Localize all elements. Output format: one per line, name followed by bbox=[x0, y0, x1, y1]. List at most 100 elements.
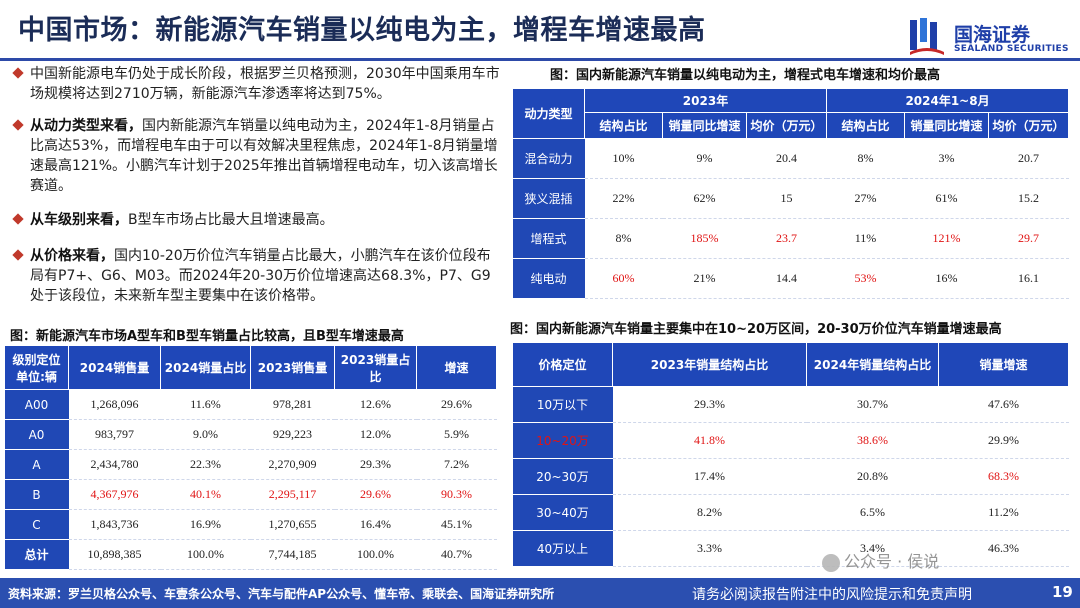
table-row: A0 983,797 9.0% 929,223 12.0% 5.9% bbox=[4, 419, 497, 450]
table-row: 纯电动 60% 21% 14.4 53% 16% 16.1 bbox=[512, 258, 1069, 299]
bullet-text: 中国新能源电车仍处于成长阶段，根据罗兰贝格预测，2030年中国乘用车市场规模将达… bbox=[30, 66, 500, 102]
row-label-cell: 10~20万 bbox=[512, 422, 613, 459]
table-cell: 11.2% bbox=[938, 494, 1069, 531]
row-label-cell: 20~30万 bbox=[512, 458, 613, 495]
row-label-cell: C bbox=[4, 509, 69, 540]
table-cell: 8% bbox=[584, 218, 663, 259]
bullet-3: 从车级别来看，B型车市场占比最大且增速最高。 bbox=[12, 210, 502, 230]
table-row: B 4,367,976 40.1% 2,295,117 29.6% 90.3% bbox=[4, 479, 497, 510]
table-cell-highlight: 4,367,976 bbox=[68, 479, 161, 510]
table-cell: 27% bbox=[826, 178, 905, 219]
table-cell-highlight: 185% bbox=[662, 218, 747, 259]
table-cell: 45.1% bbox=[416, 509, 497, 540]
table-cell: 47.6% bbox=[938, 386, 1069, 423]
table-row: 混合动力 10% 9% 20.4 8% 3% 20.7 bbox=[512, 138, 1069, 179]
table-cell: 16.1 bbox=[988, 258, 1069, 299]
sealand-logo-icon bbox=[910, 18, 944, 55]
table-cell: 62% bbox=[662, 178, 747, 219]
table-cell-highlight: 29.6% bbox=[334, 479, 417, 510]
table-cell-highlight: 23.7 bbox=[746, 218, 827, 259]
title-divider bbox=[0, 58, 1080, 61]
table-row: 40万以上 3.3% 3.4% 46.3% bbox=[512, 530, 1069, 567]
row-label-cell: A0 bbox=[4, 419, 69, 450]
row-label-cell: 40万以上 bbox=[512, 530, 613, 567]
table-cell: 7.2% bbox=[416, 449, 497, 480]
table-cell: 29.6% bbox=[416, 389, 497, 420]
table-cell: 15.2 bbox=[988, 178, 1069, 219]
row-label-cell: A00 bbox=[4, 389, 69, 420]
table-cell: 20.8% bbox=[806, 458, 939, 495]
bullet-text: B型车市场占比最大且增速最高。 bbox=[128, 212, 334, 228]
table-row: C 1,843,736 16.9% 1,270,655 16.4% 45.1% bbox=[4, 509, 497, 540]
diamond-bullet-icon bbox=[12, 119, 24, 131]
table-row: A00 1,268,096 11.6% 978,281 12.6% 29.6% bbox=[4, 389, 497, 420]
bullet-1: 中国新能源电车仍处于成长阶段，根据罗兰贝格预测，2030年中国乘用车市场规模将达… bbox=[12, 64, 502, 104]
table-cell-highlight: 40.1% bbox=[160, 479, 251, 510]
header-cell: 价格定位 bbox=[512, 342, 613, 387]
table-row: 20~30万 17.4% 20.8% 68.3% bbox=[512, 458, 1069, 495]
header-group-cell: 2024年1~8月 bbox=[825, 88, 1070, 113]
table-cell-highlight: 2,295,117 bbox=[250, 479, 335, 510]
table-cell: 100.0% bbox=[160, 539, 251, 570]
header-cell: 结构占比 bbox=[826, 112, 905, 139]
diamond-bullet-icon bbox=[12, 249, 24, 261]
row-label-cell: 增程式 bbox=[512, 218, 585, 259]
table-row: 增程式 8% 185% 23.7 11% 121% 29.7 bbox=[512, 218, 1069, 259]
table-row: A 2,434,780 22.3% 2,270,909 29.3% 7.2% bbox=[4, 449, 497, 480]
table-cell-highlight: 29.7 bbox=[988, 218, 1069, 259]
table-cell: 8% bbox=[826, 138, 905, 179]
header-cell: 2023销售量 bbox=[250, 345, 335, 390]
header-cell: 销量同比增速 bbox=[904, 112, 989, 139]
table-cell: 11.6% bbox=[160, 389, 251, 420]
table-cell: 8.2% bbox=[612, 494, 807, 531]
header-cell: 级别定位 单位:辆 bbox=[4, 345, 69, 390]
table-cell: 10% bbox=[584, 138, 663, 179]
table-cell: 17.4% bbox=[612, 458, 807, 495]
row-label-cell: 10万以下 bbox=[512, 386, 613, 423]
table-cell: 6.5% bbox=[806, 494, 939, 531]
table-cell-highlight: 53% bbox=[826, 258, 905, 299]
row-label-cell: 狭义混插 bbox=[512, 178, 585, 219]
table-cell: 7,744,185 bbox=[250, 539, 335, 570]
table-row: 10~20万 41.8% 38.6% 29.9% bbox=[512, 422, 1069, 459]
table-cell: 2,270,909 bbox=[250, 449, 335, 480]
table-cell: 1,270,655 bbox=[250, 509, 335, 540]
row-label-cell: A bbox=[4, 449, 69, 480]
table-cell: 10,898,385 bbox=[68, 539, 161, 570]
table-cell: 11% bbox=[826, 218, 905, 259]
header-cell: 结构占比 bbox=[584, 112, 663, 139]
bullet-emphasis: 从车级别来看， bbox=[30, 212, 128, 228]
table-cell: 12.0% bbox=[334, 419, 417, 450]
table-cell: 16.9% bbox=[160, 509, 251, 540]
table-cell: 20.7 bbox=[988, 138, 1069, 179]
table-cell: 1,268,096 bbox=[68, 389, 161, 420]
row-label-cell: 混合动力 bbox=[512, 138, 585, 179]
table-cell: 14.4 bbox=[746, 258, 827, 299]
header-cell: 2024销售量 bbox=[68, 345, 161, 390]
table-cell: 3% bbox=[904, 138, 989, 179]
header-cell: 2023销量占比 bbox=[334, 345, 417, 390]
table-cell: 3.3% bbox=[612, 530, 807, 567]
table-cell: 29.3% bbox=[612, 386, 807, 423]
logo-en: SEALAND SECURITIES bbox=[954, 44, 1069, 54]
table-cell: 29.9% bbox=[938, 422, 1069, 459]
table-cell: 1,843,736 bbox=[68, 509, 161, 540]
disclaimer-text: 请务必阅读报告附注中的风险提示和免责声明 bbox=[692, 587, 972, 603]
table-cell: 30.7% bbox=[806, 386, 939, 423]
table-cell: 15 bbox=[746, 178, 827, 219]
header-cell: 2024年销量结构占比 bbox=[806, 342, 939, 387]
table2-caption: 图：新能源汽车市场A型车和B型车销量占比较高，且B型车增速最高 bbox=[10, 329, 404, 344]
header-cell: 销量同比增速 bbox=[662, 112, 747, 139]
table-cell: 46.3% bbox=[938, 530, 1069, 567]
row-label-cell: B bbox=[4, 479, 69, 510]
page-title: 中国市场：新能源汽车销量以纯电为主，增程车增速最高 bbox=[18, 15, 706, 46]
table-row: 30~40万 8.2% 6.5% 11.2% bbox=[512, 494, 1069, 531]
table-cell: 9% bbox=[662, 138, 747, 179]
header-label: 级别定位 单位:辆 bbox=[12, 352, 61, 384]
table-cell: 978,281 bbox=[250, 389, 335, 420]
table-cell: 100.0% bbox=[334, 539, 417, 570]
wechat-icon bbox=[822, 553, 840, 572]
table-cell-highlight: 41.8% bbox=[612, 422, 807, 459]
table-cell-highlight: 90.3% bbox=[416, 479, 497, 510]
watermark-text: 公众号 · 侯说 bbox=[844, 552, 940, 571]
